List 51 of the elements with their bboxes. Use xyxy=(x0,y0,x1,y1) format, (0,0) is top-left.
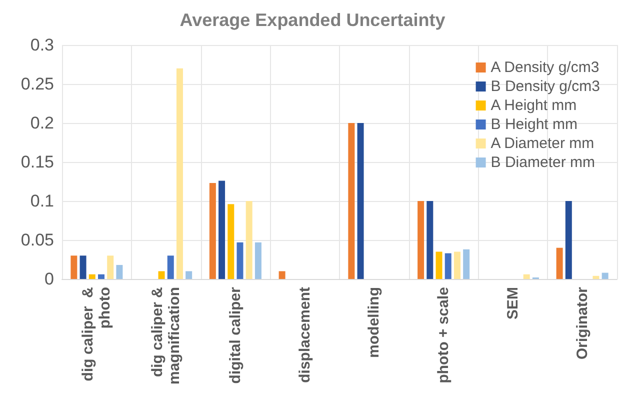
bar xyxy=(454,252,460,279)
bar xyxy=(176,68,183,279)
legend-label: B Height mm xyxy=(490,116,578,133)
bar xyxy=(556,248,563,279)
bar xyxy=(436,252,442,279)
y-tick-label: 0 xyxy=(44,270,54,288)
bar xyxy=(246,201,252,279)
legend-label: A Diameter mm xyxy=(490,135,594,152)
bar xyxy=(88,274,96,279)
x-tick-label: dig caliper & photo xyxy=(80,286,114,382)
bar xyxy=(218,180,226,279)
bar xyxy=(348,123,355,279)
y-tick-label: 0.15 xyxy=(20,152,54,172)
bar xyxy=(116,264,123,279)
legend-label: A Height mm xyxy=(490,97,577,114)
bar xyxy=(228,204,234,279)
bar xyxy=(158,271,165,279)
y-tick-label: 0.25 xyxy=(20,74,54,94)
y-tick-label: 0.2 xyxy=(30,114,54,132)
bar xyxy=(278,271,286,279)
bar xyxy=(565,201,572,279)
x-tick-label: modelling xyxy=(366,287,383,358)
x-tick-label: displacement xyxy=(296,287,314,383)
legend-label: A Density g/cm3 xyxy=(490,59,600,76)
bar xyxy=(236,242,244,279)
bar xyxy=(80,256,86,279)
bar xyxy=(98,274,104,279)
legend-label: B Density g/cm3 xyxy=(490,78,600,95)
x-tick-label: photo + scale xyxy=(435,287,452,384)
bar xyxy=(592,276,600,279)
x-tick-label: digital caliper xyxy=(226,286,244,384)
chart-title: Average Expanded Uncertainty xyxy=(180,10,446,30)
bar xyxy=(357,123,364,279)
bar xyxy=(463,249,470,279)
bar xyxy=(167,256,174,279)
bar xyxy=(186,271,192,279)
bar xyxy=(107,256,114,279)
bar xyxy=(523,274,530,279)
bar xyxy=(444,253,452,279)
bar xyxy=(602,272,608,279)
legend-label: B Diameter mm xyxy=(490,154,595,171)
bar xyxy=(418,201,424,279)
y-tick-label: 0.1 xyxy=(30,192,54,210)
y-tick-label: 0.3 xyxy=(30,36,54,54)
y-tick-label: 0.05 xyxy=(20,230,54,250)
x-tick-label: SEM xyxy=(504,287,522,320)
bar xyxy=(426,201,434,279)
bar xyxy=(70,256,78,279)
x-tick-label: Originator xyxy=(574,286,591,360)
bar xyxy=(209,183,216,279)
bar xyxy=(254,242,262,279)
